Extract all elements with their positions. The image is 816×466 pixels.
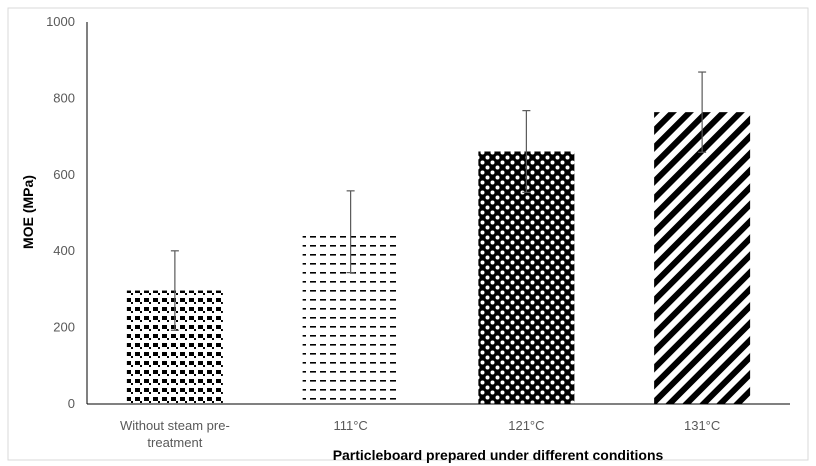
x-tick-label: Without steam pre-treatment xyxy=(120,418,230,450)
x-axis-title: Particleboard prepared under different c… xyxy=(333,447,664,463)
x-axis-tick-labels: Without steam pre-treatment 111°C 121°C 131… xyxy=(120,418,720,450)
y-tick-label: 600 xyxy=(53,167,75,182)
y-tick-label: 200 xyxy=(53,320,75,335)
y-tick-label: 400 xyxy=(53,243,75,258)
x-tick-label: 121°C xyxy=(508,418,544,433)
y-axis-title: MOE (MPa) xyxy=(20,175,36,249)
bars xyxy=(126,112,751,404)
x-tick-label: 111°C xyxy=(333,418,367,433)
y-tick-label: 800 xyxy=(53,90,75,105)
y-tick-label: 0 xyxy=(68,396,75,411)
bar xyxy=(478,151,575,404)
y-tick-label: 1000 xyxy=(46,14,75,29)
y-axis-ticks: 0 200 400 600 800 1000 xyxy=(46,14,75,411)
bar xyxy=(654,112,751,404)
error-bars xyxy=(170,71,707,331)
x-tick-label: 131°C xyxy=(684,418,720,433)
chart-frame xyxy=(7,7,809,461)
